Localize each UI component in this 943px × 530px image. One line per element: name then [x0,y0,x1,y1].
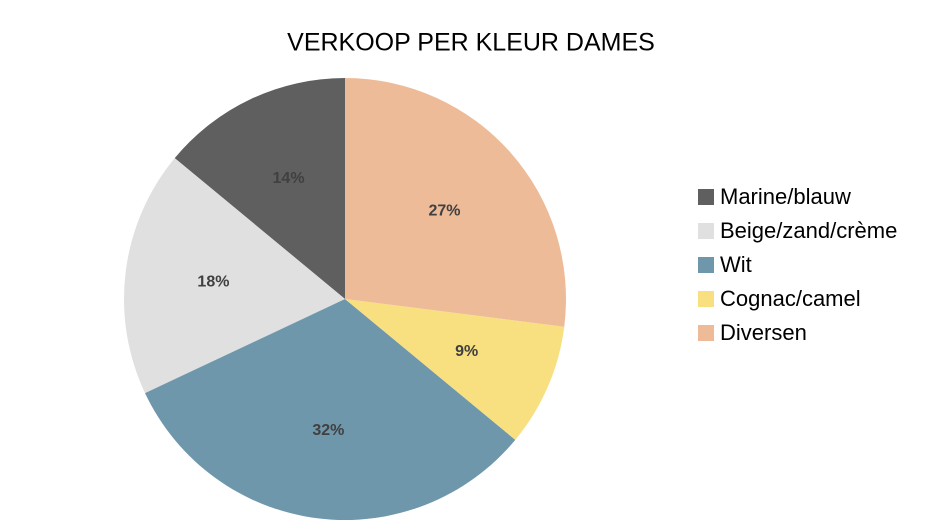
legend-swatch [698,325,714,341]
legend-label: Wit [720,252,752,277]
data-label: 27% [428,203,460,220]
legend-label: Beige/zand/crème [720,218,897,243]
chart-title: VERKOOP PER KLEUR DAMES [287,29,655,57]
legend-swatch [698,223,714,239]
legend-swatch [698,291,714,307]
pie-slice [174,78,345,299]
pie-slice [123,158,345,394]
pie-slice [345,78,566,327]
legend-swatch [698,257,714,273]
pie-slice [145,299,516,520]
data-label: 14% [273,170,305,187]
legend-swatch [698,189,714,205]
pie-slice [345,299,565,440]
legend-label: Diversen [720,320,807,345]
data-label: 18% [197,274,229,291]
data-label: 9% [455,343,478,360]
legend-label: Marine/blauw [720,184,851,209]
data-label: 32% [312,422,344,439]
legend-label: Cognac/camel [720,286,861,311]
